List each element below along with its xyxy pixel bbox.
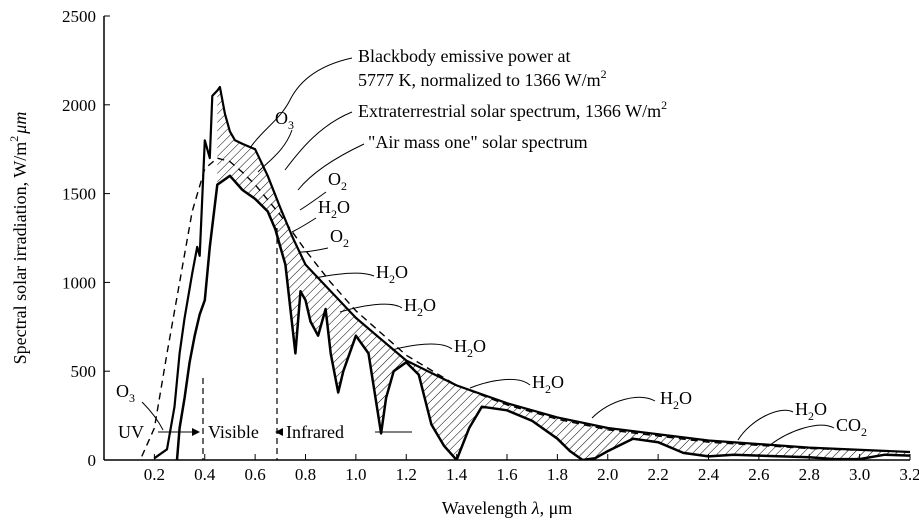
x-tick-label: 1.0 bbox=[345, 465, 366, 484]
absorption-hatch-area bbox=[217, 90, 910, 460]
label-h2o-a: H2O bbox=[318, 197, 350, 221]
region-infrared: Infrared bbox=[286, 422, 344, 442]
x-tick-label: 3.0 bbox=[849, 465, 870, 484]
label-o2-a: O2 bbox=[328, 169, 347, 193]
y-tick-label: 2500 bbox=[62, 7, 96, 26]
tick-labels: 0.2 0.4 0.6 0.8 1.0 1.2 1.4 1.6 1.8 2.0 2.2 2.4 2.6 2… bbox=[62, 7, 919, 484]
label-h2o-d: H2O bbox=[454, 336, 486, 360]
y-tick-label: 500 bbox=[71, 362, 97, 381]
label-h2o-g: H2O bbox=[795, 399, 827, 423]
bb-label-line1: Blackbody emissive power at bbox=[358, 46, 570, 66]
x-tick-label: 0.8 bbox=[295, 465, 316, 484]
region-markers: UV Visible Infrared bbox=[118, 228, 412, 460]
label-h2o-e: H2O bbox=[532, 372, 564, 396]
y-tick-label: 0 bbox=[88, 451, 97, 470]
x-tick-label: 0.2 bbox=[144, 465, 165, 484]
series-air-mass-one-line bbox=[175, 174, 910, 460]
label-co2: CO2 bbox=[836, 415, 867, 439]
label-o3-left: O3 bbox=[116, 381, 135, 405]
et-label: Extraterrestrial solar spectrum, 1366 W/… bbox=[358, 98, 667, 121]
x-tick-label: 0.6 bbox=[245, 465, 266, 484]
am1-label: "Air mass one" solar spectrum bbox=[368, 132, 588, 152]
spectrum-curves bbox=[141, 85, 910, 460]
x-tick-label: 3.2 bbox=[899, 465, 919, 484]
x-tick-label: 2.6 bbox=[748, 465, 769, 484]
x-axis-title: Wavelength λ, μm bbox=[442, 498, 572, 518]
label-o2-b: O2 bbox=[330, 226, 349, 250]
region-uv: UV bbox=[118, 422, 144, 442]
label-h2o-b: H2O bbox=[376, 262, 408, 286]
x-tick-label: 0.4 bbox=[194, 465, 216, 484]
label-h2o-f: H2O bbox=[660, 388, 692, 412]
x-tick-label: 2.2 bbox=[648, 465, 669, 484]
series-blackbody-line bbox=[141, 157, 910, 457]
x-tick-label: 1.4 bbox=[446, 465, 468, 484]
series-extraterrestrial-line bbox=[153, 85, 910, 460]
x-tick-label: 1.8 bbox=[547, 465, 568, 484]
x-tick-label: 1.2 bbox=[396, 465, 417, 484]
y-tick-label: 1500 bbox=[62, 185, 96, 204]
x-tick-label: 2.0 bbox=[597, 465, 618, 484]
label-o3-top: O3 bbox=[275, 108, 294, 132]
x-tick-label: 2.4 bbox=[698, 465, 720, 484]
label-h2o-c: H2O bbox=[404, 295, 436, 319]
y-axis-title: Spectral solar irradiation, W/m2μm bbox=[7, 112, 30, 365]
x-tick-label: 2.8 bbox=[799, 465, 820, 484]
y-tick-label: 1000 bbox=[62, 273, 96, 292]
y-tick-label: 2000 bbox=[62, 96, 96, 115]
gas-labels: O3 O2 H2O O2 H2O H2O H2O H2O H2O H2O CO2… bbox=[116, 108, 867, 446]
legend-annotations: Blackbody emissive power at 5777 K, norm… bbox=[249, 46, 667, 191]
x-tick-label: 1.6 bbox=[496, 465, 517, 484]
region-visible: Visible bbox=[208, 422, 259, 442]
bb-label-line2: 5777 K, normalized to 1366 W/m2 bbox=[358, 67, 607, 90]
